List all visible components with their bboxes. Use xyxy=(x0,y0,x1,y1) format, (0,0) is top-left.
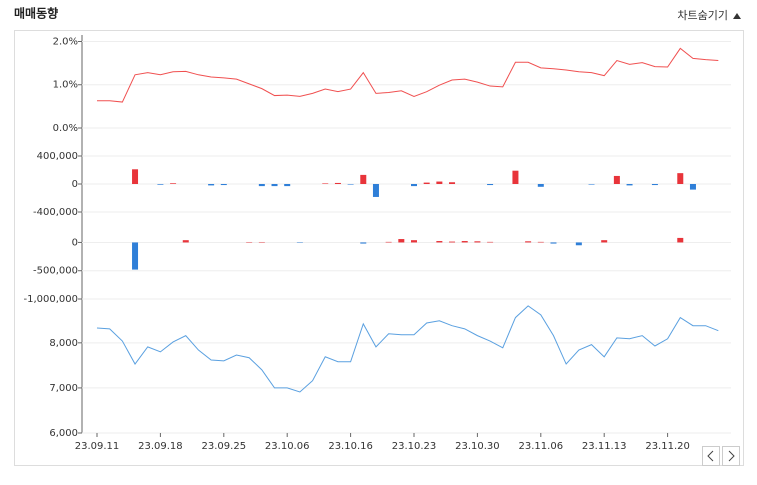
bar xyxy=(411,184,417,186)
bar xyxy=(589,184,595,185)
bar xyxy=(550,242,556,243)
y-tick-label: 1.0% xyxy=(53,80,78,91)
bar xyxy=(221,184,227,185)
x-tick-label: 23.10.30 xyxy=(455,441,500,452)
y-tick-label: 6,000 xyxy=(49,428,78,439)
x-tick-label: 23.10.06 xyxy=(265,441,310,452)
bar xyxy=(677,238,683,243)
bar xyxy=(614,176,620,184)
x-tick-label: 23.11.13 xyxy=(582,441,627,452)
y-tick-label: -500,000 xyxy=(33,266,78,277)
x-tick-label: 23.09.18 xyxy=(138,441,183,452)
x-tick-label: 23.11.06 xyxy=(519,441,564,452)
chart-frame xyxy=(15,31,744,466)
bar xyxy=(538,242,544,243)
y-tick-label: 0 xyxy=(72,237,78,248)
bar xyxy=(677,173,683,184)
y-tick-label: 2.0% xyxy=(53,36,78,47)
bar xyxy=(474,241,480,242)
bar xyxy=(449,242,455,243)
toggle-button[interactable]: 차트숨기기 xyxy=(677,9,728,22)
bar xyxy=(601,240,607,242)
x-tick-label: 23.10.23 xyxy=(392,441,437,452)
y-tick-label: 0 xyxy=(72,179,78,190)
line-series xyxy=(97,306,718,392)
x-tick-label: 23.09.25 xyxy=(202,441,247,452)
y-tick-label: -1,000,000 xyxy=(23,294,78,305)
bar xyxy=(322,183,328,184)
y-tick-label: 400,000 xyxy=(37,151,78,162)
bar xyxy=(411,240,417,242)
bar xyxy=(132,169,138,184)
y-tick-label: 0.0% xyxy=(53,123,78,134)
bar xyxy=(487,242,493,243)
bar xyxy=(284,184,290,186)
bar xyxy=(208,184,214,185)
bar xyxy=(132,242,138,269)
bar xyxy=(170,183,176,184)
bar xyxy=(272,184,278,186)
y-tick-label: 7,000 xyxy=(49,383,78,394)
toggle-arrow[interactable] xyxy=(733,13,741,19)
bar xyxy=(436,241,442,242)
bar xyxy=(436,182,442,184)
bar xyxy=(157,184,163,185)
y-tick-label: 8,000 xyxy=(49,338,78,349)
bar xyxy=(487,184,493,185)
bar xyxy=(576,242,582,245)
bar xyxy=(652,184,658,185)
x-tick-label: 23.10.16 xyxy=(328,441,373,452)
section-title: 매매동향 xyxy=(14,6,58,21)
bar xyxy=(360,242,366,243)
next-button[interactable] xyxy=(723,447,740,466)
bar xyxy=(335,183,341,184)
bar xyxy=(386,242,392,243)
bar xyxy=(424,183,430,184)
bar xyxy=(462,241,468,242)
y-tick-label: -400,000 xyxy=(33,207,78,218)
bar xyxy=(627,184,633,185)
bar xyxy=(538,184,544,187)
bar xyxy=(183,240,189,242)
x-tick-label: 23.09.11 xyxy=(75,441,120,452)
bar xyxy=(348,184,354,185)
prev-button[interactable] xyxy=(703,447,720,466)
bar xyxy=(512,171,518,184)
bar xyxy=(525,241,531,242)
x-tick-label: 23.11.20 xyxy=(645,441,690,452)
bar xyxy=(449,182,455,184)
bar xyxy=(360,175,366,184)
bar xyxy=(259,184,265,186)
bar xyxy=(690,184,696,190)
bar xyxy=(373,184,379,197)
bar xyxy=(398,239,404,242)
line-series xyxy=(97,48,718,102)
